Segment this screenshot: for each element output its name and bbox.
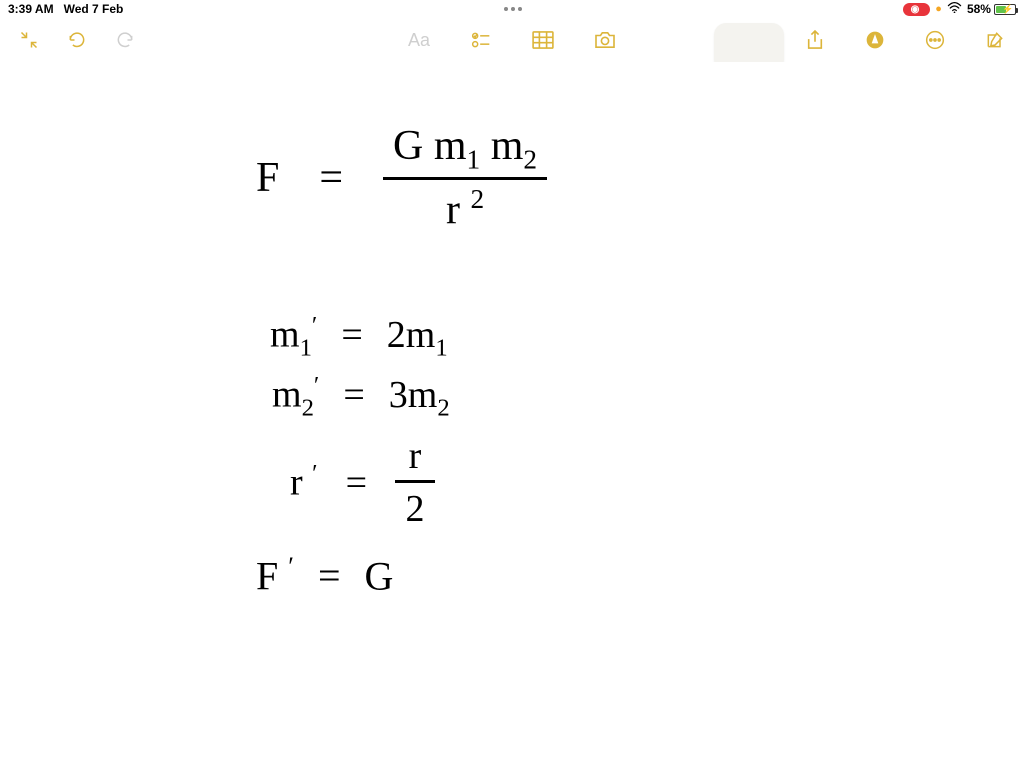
mic-indicator-dot: ● (935, 3, 942, 15)
handwritten-equation: r ′=r2 (290, 434, 435, 531)
handwritten-equation: m2′=3m2 (272, 372, 450, 422)
undo-button[interactable] (66, 29, 88, 51)
redo-button[interactable] (114, 29, 136, 51)
collapse-icon[interactable] (18, 29, 40, 51)
toolbar: Aa (0, 18, 1024, 62)
status-bar: 3:39 AM Wed 7 Feb ● 58% ⚡ (0, 0, 1024, 18)
format-button[interactable]: Aa (408, 29, 430, 51)
checklist-button[interactable] (470, 29, 492, 51)
table-button[interactable] (532, 29, 554, 51)
wifi-icon (947, 2, 962, 16)
screen-record-indicator[interactable] (903, 3, 931, 16)
status-time: 3:39 AM (8, 2, 54, 16)
camera-button[interactable] (594, 29, 616, 51)
compose-button[interactable] (984, 29, 1006, 51)
battery-icon: ⚡ (994, 4, 1016, 15)
status-date: Wed 7 Feb (64, 2, 124, 16)
handwritten-equation: m1′=2m1 (270, 312, 448, 362)
status-left: 3:39 AM Wed 7 Feb (8, 2, 123, 16)
share-button[interactable] (804, 29, 826, 51)
handwritten-equation: F=G m1 m2r 2 (256, 122, 547, 234)
handwritten-equation: F ′=G (256, 552, 393, 599)
more-button[interactable] (924, 29, 946, 51)
status-center-dots[interactable] (504, 7, 522, 11)
markup-button[interactable] (864, 29, 886, 51)
status-right: ● 58% ⚡ (903, 2, 1016, 16)
battery-percent: 58% (967, 2, 991, 16)
note-canvas[interactable]: F=G m1 m2r 2 m1′=2m1 m2′=3m2 r ′=r2 F ′=G (0, 62, 1024, 768)
